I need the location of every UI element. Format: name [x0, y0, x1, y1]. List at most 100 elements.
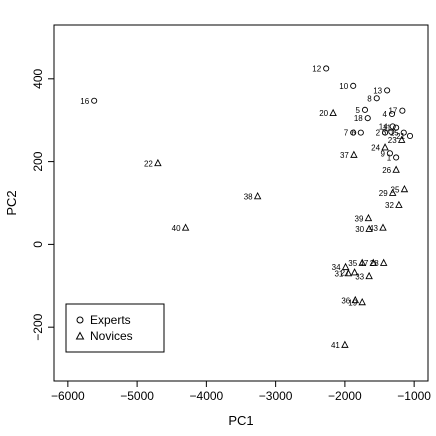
point-marker-novice: [388, 188, 397, 196]
point-label: 25: [391, 185, 400, 194]
point-marker-expert: [384, 87, 391, 94]
point-label: 27: [341, 269, 350, 278]
point-label: 2: [376, 129, 381, 138]
point-label: 21: [396, 132, 405, 141]
point-marker-expert: [406, 132, 414, 139]
point-marker-novice: [341, 340, 349, 348]
point-label: 14: [379, 122, 388, 131]
point-marker-novice: [350, 150, 358, 158]
point-label: 15: [390, 129, 399, 138]
point-marker-novice: [329, 108, 337, 117]
point-marker-novice: [358, 258, 366, 266]
point-marker-novice: [351, 295, 360, 304]
point-marker-novice: [344, 268, 353, 277]
point-marker-expert: [386, 150, 393, 157]
point-marker-expert: [323, 65, 330, 72]
point-label: 11: [383, 124, 392, 133]
x-tick-label: −5000: [120, 389, 154, 403]
point-marker-expert: [357, 129, 364, 136]
point-label: 1: [387, 153, 392, 162]
point-label: 33: [355, 272, 364, 281]
point-marker-novice: [397, 135, 406, 143]
point-marker-expert: [393, 124, 400, 131]
point-label: 23: [388, 136, 397, 145]
point-marker-expert: [350, 82, 357, 89]
plot-frame: [53, 24, 429, 382]
point-label: 26: [382, 166, 391, 175]
point-label: 3: [382, 128, 387, 137]
point-label: 34: [332, 263, 341, 272]
point-label: 10: [339, 82, 348, 91]
point-label: 37: [340, 151, 349, 160]
point-label: 17: [388, 107, 397, 116]
point-label: 29: [379, 189, 388, 198]
point-marker-novice: [365, 271, 373, 280]
legend-marker-circle-icon: [76, 316, 84, 324]
point-label: 43: [369, 224, 378, 233]
legend-label-experts: Experts: [90, 313, 131, 327]
y-axis: −200 0 200 400: [31, 68, 54, 341]
point-marker-expert: [382, 129, 389, 136]
point-label: 47: [359, 259, 368, 268]
point-label: 31: [334, 269, 343, 278]
point-label: 28: [370, 259, 379, 268]
point-label: 32: [385, 201, 394, 210]
point-label: 38: [244, 192, 253, 201]
point-marker-expert: [350, 129, 357, 136]
point-marker-novice: [350, 268, 359, 276]
x-tick-label: −4000: [190, 389, 224, 403]
point-label: 4: [383, 110, 388, 119]
point-marker-expert: [388, 128, 395, 135]
y-tick-label: 400: [31, 68, 45, 88]
point-label: 39: [355, 214, 364, 223]
point-marker-novice: [181, 223, 190, 231]
point-marker-novice: [381, 143, 389, 151]
point-label: 12: [312, 64, 321, 73]
y-tick-label: 0: [31, 241, 45, 248]
y-tick-label: −200: [31, 313, 45, 340]
point-marker-novice: [365, 224, 373, 232]
point-label: 5: [356, 106, 361, 115]
point-marker-expert: [399, 107, 406, 114]
point-label: 18: [354, 114, 363, 123]
point-marker-novice: [395, 200, 403, 208]
point-marker-novice: [253, 191, 262, 200]
point-marker-expert: [400, 129, 407, 136]
legend-label-novices: Novices: [90, 329, 133, 343]
x-axis: −6000 −5000 −4000 −3000 −2000 −1000: [51, 381, 431, 403]
x-tick-label: −3000: [259, 389, 293, 403]
point-marker-expert: [388, 110, 396, 118]
point-marker-novice: [358, 297, 366, 306]
point-label: 9: [380, 149, 385, 158]
point-marker-expert: [364, 115, 371, 122]
legend-box: [65, 303, 165, 353]
point-marker-novice: [341, 262, 350, 271]
x-tick-label: −2000: [328, 389, 362, 403]
point-label: 22: [144, 159, 153, 168]
point-label: 13: [373, 86, 382, 95]
point-marker-novice: [154, 158, 162, 167]
point-label: 40: [172, 224, 181, 233]
point-marker-novice: [379, 258, 388, 266]
point-marker-expert: [373, 95, 380, 102]
point-label: 20: [319, 109, 328, 118]
point-marker-expert: [393, 154, 400, 161]
x-axis-title: PC1: [228, 413, 253, 428]
point-marker-novice: [364, 213, 373, 222]
legend-marker-triangle-icon: [75, 331, 85, 340]
point-marker-novice: [400, 184, 409, 193]
point-marker-novice: [369, 258, 378, 266]
x-tick-label: −1000: [397, 389, 431, 403]
point-marker-novice: [392, 165, 400, 173]
point-label: 24: [371, 144, 380, 153]
point-label: 41: [331, 341, 340, 350]
point-label: 30: [355, 225, 364, 234]
y-axis-title: PC2: [4, 190, 19, 215]
point-label: 8: [367, 94, 372, 103]
point-marker-expert: [389, 123, 396, 130]
data-points: 12 34567891011121314151617182119202223242…: [80, 64, 414, 350]
point-label: 16: [80, 97, 89, 106]
y-tick-label: 200: [31, 151, 45, 171]
point-label: 35: [348, 259, 357, 268]
